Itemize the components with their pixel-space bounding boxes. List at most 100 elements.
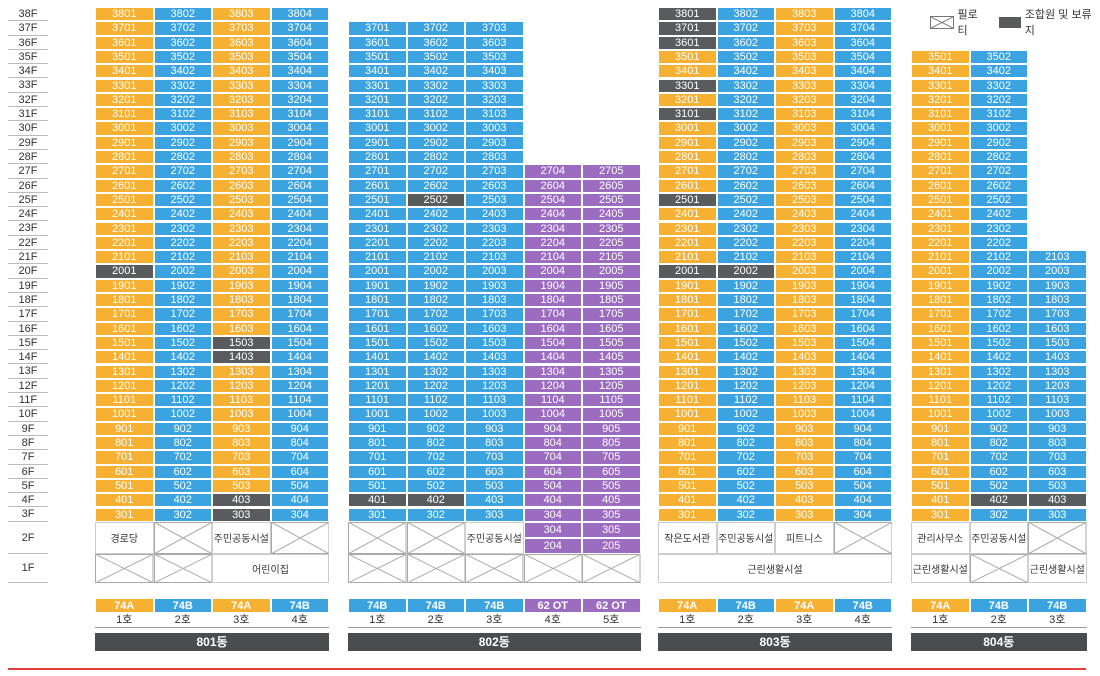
unit-cell[interactable]: 1103 (775, 393, 834, 408)
unit-cell[interactable]: 1604 (833, 321, 892, 336)
unit-cell[interactable]: 2601 (95, 178, 154, 193)
unit-cell[interactable]: 2001 (95, 264, 154, 279)
unit-cell[interactable]: 2102 (153, 250, 212, 265)
unit-cell[interactable]: 3801 (658, 7, 717, 22)
unit-cell[interactable]: 2004 (833, 264, 892, 279)
unit-cell[interactable]: 2601 (911, 178, 970, 193)
unit-cell[interactable]: 3004 (270, 121, 329, 136)
unit-cell[interactable]: 302 (153, 507, 212, 522)
unit-cell[interactable]: 2602 (716, 178, 775, 193)
unit-cell[interactable]: 2701 (348, 164, 407, 179)
unit-cell[interactable]: 1201 (95, 378, 154, 394)
unit-cell[interactable]: 1502 (406, 335, 465, 351)
unit-cell[interactable]: 204 (523, 537, 582, 554)
unit-cell[interactable]: 2301 (911, 221, 970, 236)
unit-cell[interactable]: 2704 (833, 164, 892, 179)
unit-cell[interactable]: 3103 (775, 107, 834, 122)
unit-cell[interactable]: 2503 (775, 192, 834, 208)
unit-cell[interactable]: 401 (911, 493, 970, 508)
unit-cell[interactable]: 1301 (348, 364, 407, 379)
unit-cell[interactable]: 801 (911, 436, 970, 451)
unit-cell[interactable]: 601 (95, 464, 154, 479)
unit-cell[interactable]: 1001 (95, 407, 154, 422)
unit-cell[interactable]: 1202 (406, 378, 465, 394)
unit-cell[interactable]: 2201 (911, 235, 970, 251)
unit-cell[interactable]: 3501 (95, 49, 154, 65)
unit-cell[interactable]: 2504 (833, 192, 892, 208)
unit-cell[interactable]: 1302 (969, 364, 1028, 379)
unit-cell[interactable]: 1703 (1028, 307, 1087, 322)
unit-cell[interactable]: 3202 (716, 92, 775, 108)
unit-cell[interactable]: 303 (465, 507, 524, 522)
unit-cell[interactable]: 2502 (969, 192, 1028, 208)
unit-cell[interactable]: 2004 (523, 264, 582, 279)
unit-cell[interactable]: 502 (406, 478, 465, 494)
unit-cell[interactable]: 3001 (911, 121, 970, 136)
unit-cell[interactable]: 604 (833, 464, 892, 479)
unit-cell[interactable]: 2901 (348, 135, 407, 150)
unit-cell[interactable]: 2603 (212, 178, 271, 193)
unit-cell[interactable]: 1503 (775, 335, 834, 351)
unit-cell[interactable]: 503 (465, 478, 524, 494)
unit-cell[interactable]: 403 (775, 493, 834, 508)
unit-cell[interactable]: 2003 (1028, 264, 1087, 279)
unit-cell[interactable]: 904 (833, 421, 892, 436)
unit-cell[interactable]: 3404 (833, 64, 892, 79)
unit-cell[interactable]: 3803 (775, 7, 834, 22)
unit-cell[interactable]: 701 (658, 450, 717, 465)
unit-cell[interactable]: 3003 (775, 121, 834, 136)
unit-cell[interactable]: 3604 (270, 35, 329, 50)
unit-cell[interactable]: 901 (658, 421, 717, 436)
unit-cell[interactable]: 1303 (465, 364, 524, 379)
unit-cell[interactable]: 1303 (775, 364, 834, 379)
unit-cell[interactable]: 1502 (969, 335, 1028, 351)
unit-cell[interactable]: 1401 (95, 350, 154, 365)
unit-cell[interactable]: 2602 (153, 178, 212, 193)
unit-cell[interactable]: 902 (406, 421, 465, 436)
unit-cell[interactable]: 1901 (658, 278, 717, 293)
unit-cell[interactable]: 2505 (582, 192, 641, 208)
unit-cell[interactable]: 2504 (523, 192, 582, 208)
unit-cell[interactable]: 2902 (153, 135, 212, 150)
unit-cell[interactable]: 2501 (658, 192, 717, 208)
unit-cell[interactable]: 3501 (911, 49, 970, 65)
unit-cell[interactable]: 1403 (212, 350, 271, 365)
unit-cell[interactable]: 502 (153, 478, 212, 494)
unit-cell[interactable]: 2701 (95, 164, 154, 179)
unit-cell[interactable]: 1804 (270, 293, 329, 308)
unit-cell[interactable]: 603 (465, 464, 524, 479)
unit-cell[interactable]: 2103 (212, 250, 271, 265)
unit-cell[interactable]: 803 (212, 436, 271, 451)
unit-cell[interactable]: 802 (969, 436, 1028, 451)
unit-cell[interactable]: 501 (911, 478, 970, 494)
unit-cell[interactable]: 2105 (582, 250, 641, 265)
unit-cell[interactable]: 1203 (212, 378, 271, 394)
unit-cell[interactable]: 2204 (523, 235, 582, 251)
unit-cell[interactable]: 1402 (969, 350, 1028, 365)
unit-cell[interactable]: 1404 (523, 350, 582, 365)
unit-cell[interactable]: 1504 (270, 335, 329, 351)
unit-cell[interactable]: 704 (833, 450, 892, 465)
unit-cell[interactable]: 902 (716, 421, 775, 436)
unit-cell[interactable]: 401 (95, 493, 154, 508)
unit-cell[interactable]: 3703 (775, 21, 834, 36)
unit-cell[interactable]: 1504 (523, 335, 582, 351)
unit-cell[interactable]: 2303 (212, 221, 271, 236)
unit-cell[interactable]: 3301 (95, 78, 154, 93)
unit-cell[interactable]: 605 (582, 464, 641, 479)
unit-cell[interactable]: 3003 (465, 121, 524, 136)
unit-cell[interactable]: 3503 (212, 49, 271, 65)
unit-cell[interactable]: 3402 (406, 64, 465, 79)
unit-cell[interactable]: 1902 (716, 278, 775, 293)
unit-cell[interactable]: 3502 (153, 49, 212, 65)
unit-cell[interactable]: 604 (523, 464, 582, 479)
unit-cell[interactable]: 2503 (465, 192, 524, 208)
unit-cell[interactable]: 401 (658, 493, 717, 508)
unit-cell[interactable]: 1402 (716, 350, 775, 365)
unit-cell[interactable]: 302 (716, 507, 775, 522)
unit-cell[interactable]: 801 (658, 436, 717, 451)
unit-cell[interactable]: 903 (775, 421, 834, 436)
unit-cell[interactable]: 2404 (523, 207, 582, 222)
unit-cell[interactable]: 1703 (465, 307, 524, 322)
unit-cell[interactable]: 2401 (658, 207, 717, 222)
